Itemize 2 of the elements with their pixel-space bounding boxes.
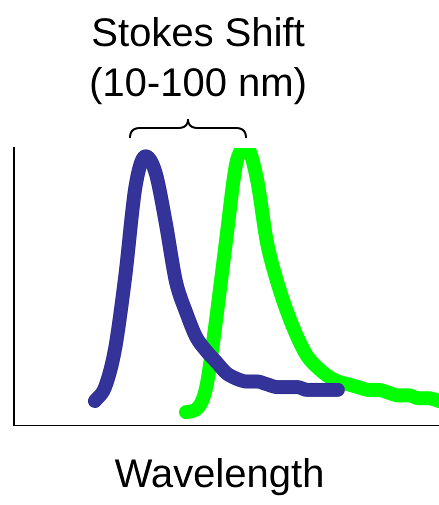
x-axis-title: Wavelength [114, 452, 326, 497]
text: Stokes Shift (10-100 nm) [88, 10, 308, 107]
